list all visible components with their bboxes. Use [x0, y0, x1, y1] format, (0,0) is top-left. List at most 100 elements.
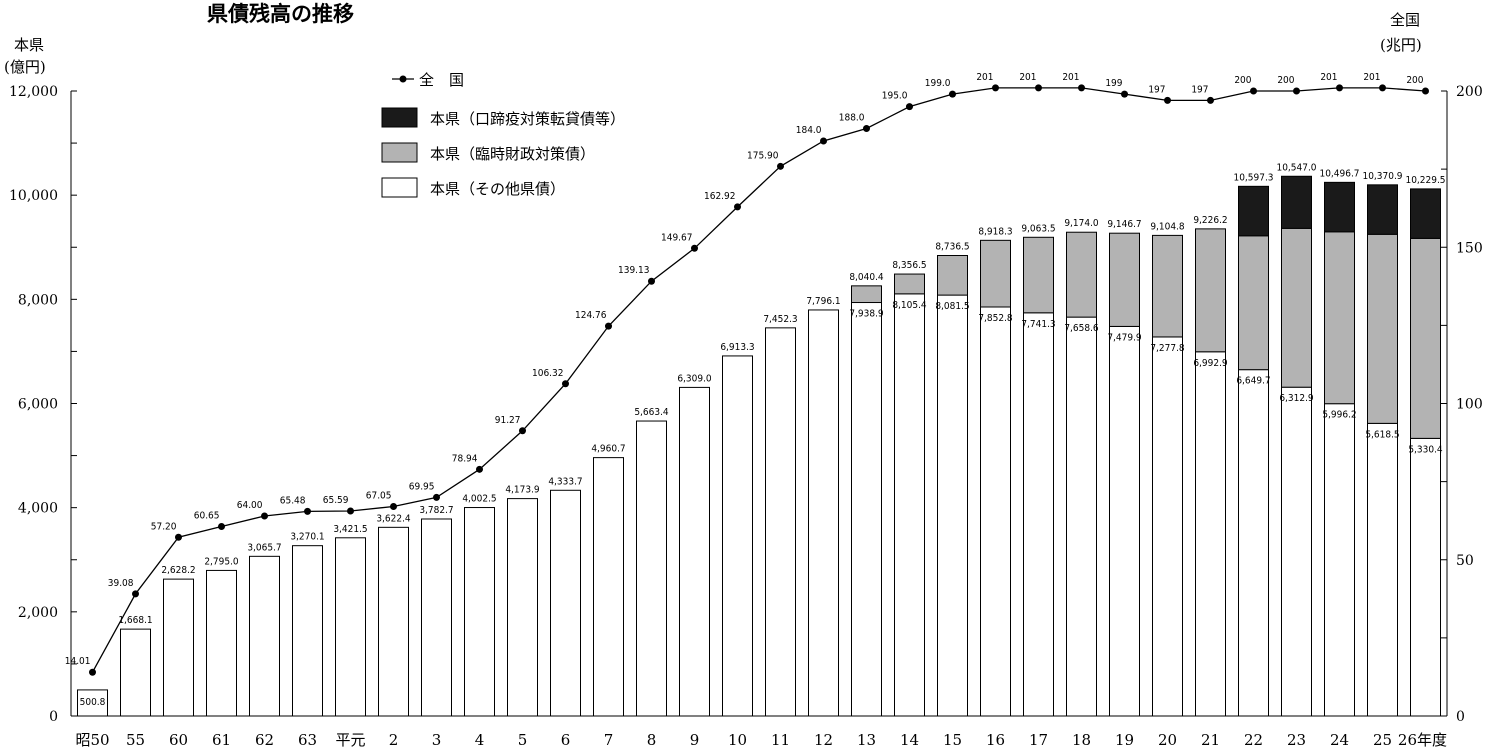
- x-category-label: 16: [986, 731, 1005, 749]
- axes-layer: 0 2,000 4,000 6,000 8,000 10,000 12,000 0 50 100 1…: [9, 84, 1483, 749]
- national-value-label: 78.94: [452, 453, 478, 464]
- legend-swatch-other: [381, 177, 418, 198]
- other-bonds-value-label: 5,618.5: [1365, 429, 1399, 440]
- bar-other-bonds: [1023, 312, 1054, 717]
- national-value-label: 57.20: [151, 521, 177, 532]
- national-value-label: 201: [1320, 72, 1337, 83]
- bar-other-bonds: [1281, 386, 1312, 717]
- national-value-label: 162.92: [704, 191, 735, 202]
- total-value-label: 10,370.9: [1362, 171, 1402, 182]
- x-category-label: 17: [1029, 731, 1048, 749]
- other-bonds-value-label: 7,938.9: [849, 309, 884, 320]
- national-value-label: 124.76: [575, 310, 607, 321]
- bar-other-bonds: [1195, 351, 1226, 717]
- x-category-label: 13: [857, 731, 876, 749]
- other-bonds-value-label: 6,312.9: [1279, 393, 1314, 404]
- bar-temp-finance-bonds: [1066, 231, 1097, 318]
- legend-swatch-fmd: [381, 107, 418, 128]
- bar-other-bonds: [808, 309, 839, 717]
- national-point: [175, 533, 182, 541]
- national-point: [304, 507, 311, 515]
- bar-other-bonds: [77, 689, 108, 717]
- national-point: [648, 277, 655, 285]
- bar-other-bonds: [1066, 316, 1097, 717]
- bar-other-bonds: [894, 293, 925, 717]
- bar-other-bonds: [292, 545, 323, 717]
- x-category-label: 21: [1201, 731, 1220, 749]
- national-value-label: 184.0: [796, 125, 822, 136]
- national-point: [1250, 87, 1257, 95]
- other-bonds-value-label: 5,663.4: [634, 407, 669, 418]
- national-point: [476, 465, 483, 473]
- national-value-label: 149.67: [661, 232, 692, 243]
- total-value-label: 8,918.3: [978, 226, 1012, 237]
- bar-temp-finance-bonds: [1152, 234, 1183, 338]
- bar-other-bonds: [1238, 369, 1269, 717]
- right-tick-label: 50: [1456, 553, 1474, 569]
- x-category-label: 7: [604, 731, 614, 749]
- total-value-label: 10,496.7: [1319, 168, 1359, 179]
- other-bonds-value-label: 6,913.3: [720, 342, 754, 353]
- left-tick-label: 8,000: [18, 292, 58, 308]
- national-value-label: 201: [1363, 72, 1380, 83]
- x-category-label: 3: [432, 731, 442, 749]
- bar-other-bonds: [1109, 325, 1140, 717]
- national-point: [218, 522, 225, 530]
- x-category-label: 61: [212, 731, 231, 749]
- national-value-label: 69.95: [409, 481, 435, 492]
- other-bonds-value-label: 4,002.5: [462, 494, 496, 505]
- x-category-label: 63: [298, 731, 317, 749]
- x-category-label: 23: [1287, 731, 1306, 749]
- bar-fmd-loan-bonds: [1410, 188, 1441, 239]
- national-point: [734, 203, 741, 211]
- bar-other-bonds: [1324, 403, 1355, 717]
- national-value-label: 197: [1191, 84, 1208, 95]
- x-category-label: 26年度: [1398, 731, 1447, 749]
- legend-line-marker: [399, 75, 407, 83]
- bar-fmd-loan-bonds: [1324, 181, 1355, 233]
- bar-fmd-loan-bonds: [1367, 184, 1398, 235]
- national-value-label: 39.08: [108, 578, 134, 589]
- bar-temp-finance-bonds: [1109, 232, 1140, 327]
- other-bonds-value-label: 7,658.6: [1064, 323, 1099, 334]
- other-bonds-value-label: 6,992.9: [1193, 358, 1228, 369]
- x-category-label: 平元: [335, 731, 365, 749]
- national-value-label: 199.0: [925, 78, 951, 89]
- bar-other-bonds: [679, 386, 710, 717]
- bar-temp-finance-bonds: [937, 255, 968, 296]
- bar-temp-finance-bonds: [1324, 231, 1355, 405]
- national-point: [1164, 96, 1171, 104]
- bar-temp-finance-bonds: [1023, 236, 1054, 314]
- national-value-label: 14.01: [65, 656, 91, 667]
- other-bonds-value-label: 7,452.3: [763, 314, 797, 325]
- x-category-label: 12: [814, 731, 833, 749]
- other-bonds-value-label: 5,330.4: [1408, 444, 1443, 455]
- bar-other-bonds: [980, 306, 1011, 717]
- x-category-label: 25: [1373, 731, 1392, 749]
- national-line-layer: [89, 84, 1429, 676]
- total-value-label: 9,146.7: [1107, 219, 1141, 230]
- other-bonds-value-label: 6,309.0: [677, 373, 712, 384]
- bar-other-bonds: [851, 302, 882, 717]
- bar-temp-finance-bonds: [980, 239, 1011, 308]
- x-category-label: 9: [690, 731, 700, 749]
- other-bonds-value-label: 7,796.1: [806, 296, 840, 307]
- other-bonds-value-label: 2,795.0: [204, 556, 239, 567]
- national-point: [562, 380, 569, 388]
- other-bonds-value-label: 4,333.7: [548, 476, 582, 487]
- x-category-label: 11: [771, 731, 790, 749]
- x-category-label: 22: [1244, 731, 1263, 749]
- other-bonds-value-label: 7,741.3: [1021, 319, 1055, 330]
- other-bonds-value-label: 3,270.1: [290, 532, 324, 543]
- bar-other-bonds: [722, 355, 753, 717]
- right-axis-label-line1: 全国: [1390, 11, 1420, 29]
- other-bonds-value-label: 5,996.2: [1322, 410, 1356, 421]
- left-tick-label: 0: [49, 709, 58, 725]
- other-bonds-value-label: 3,782.7: [419, 505, 453, 516]
- left-tick-label: 4,000: [18, 501, 58, 517]
- national-value-label: 201: [1019, 72, 1036, 83]
- x-category-label: 20: [1158, 731, 1177, 749]
- national-value-label: 200: [1406, 75, 1423, 86]
- total-value-label: 9,174.0: [1064, 218, 1099, 229]
